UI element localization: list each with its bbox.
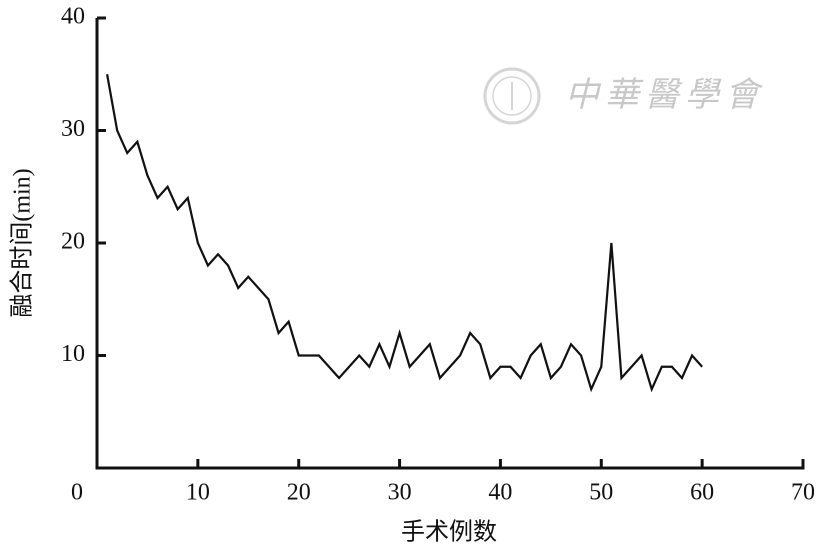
y-tick-label: 30 <box>61 116 85 142</box>
x-tick-label: 60 <box>690 480 714 506</box>
y-tick-label: 10 <box>61 341 85 367</box>
y-tick-label: 40 <box>61 4 85 30</box>
y-tick-label: 20 <box>61 229 85 255</box>
x-tick-label: 30 <box>388 480 412 506</box>
x-axis-label: 手术例数 <box>401 519 497 546</box>
x-tick-label: 70 <box>791 480 815 506</box>
data-line <box>106 74 703 393</box>
watermark: 中華醫學會 <box>565 77 765 114</box>
x-tick-label: 20 <box>287 480 311 506</box>
x-tick-label: 40 <box>488 480 512 506</box>
x-tick-label: 50 <box>589 480 613 506</box>
watermark-logo <box>483 67 541 125</box>
x-tick-label: 10 <box>186 480 210 506</box>
y-axis-label: 融合时间(min) <box>9 168 36 317</box>
x-tick-label: 0 <box>71 480 83 506</box>
